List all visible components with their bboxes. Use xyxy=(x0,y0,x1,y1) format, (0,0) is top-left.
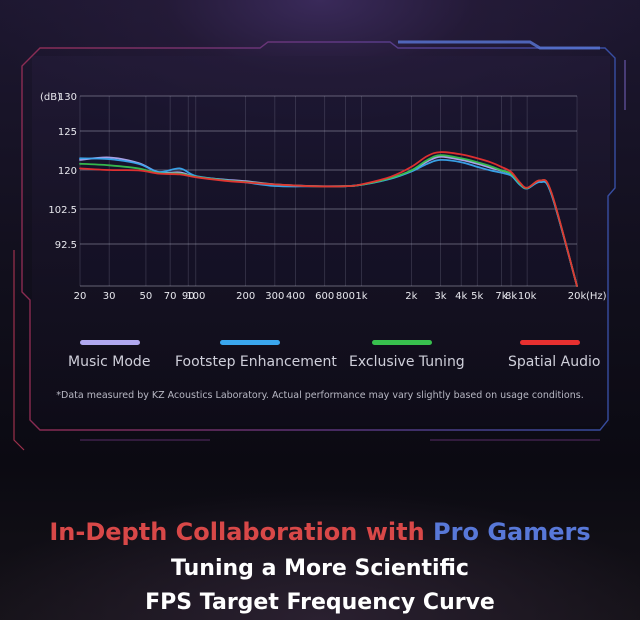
panel-fill xyxy=(32,56,610,426)
frame-left-accent xyxy=(13,250,25,451)
y-tick-label: 102.5 xyxy=(48,205,77,216)
x-tick-label: 800 xyxy=(336,291,355,302)
headline-part-1: In-Depth Collaboration with xyxy=(49,518,434,546)
frame-outline xyxy=(21,41,616,431)
series-spatial-audio xyxy=(79,151,578,287)
legend-label-footstep: Footstep Enhancement xyxy=(175,354,337,370)
x-tick-label: 200 xyxy=(236,291,255,302)
subtitle-line-1: Tuning a More Scientific xyxy=(171,556,469,581)
x-tick-label: 300 xyxy=(265,291,284,302)
x-tick-label: 600 xyxy=(315,291,334,302)
legend-label-exclusive: Exclusive Tuning xyxy=(349,354,465,370)
y-axis-unit: (dB) xyxy=(40,92,61,103)
y-tick-label: 120 xyxy=(58,166,77,177)
x-tick-label: 100 xyxy=(186,291,205,302)
footnote: *Data measured by KZ Acoustics Laborator… xyxy=(56,390,584,401)
legend-swatch-footstep xyxy=(220,340,280,345)
x-tick-label: 90 xyxy=(182,291,195,302)
frame-top-accent xyxy=(398,40,600,50)
x-tick-label: 3k xyxy=(434,291,446,302)
x-tick-label: 400 xyxy=(286,291,305,302)
x-tick-label: 8k xyxy=(505,291,517,302)
x-tick-label: 20 xyxy=(74,291,87,302)
x-tick-label: 70 xyxy=(164,291,177,302)
x-axis-unit: (Hz) xyxy=(586,291,607,302)
headline-part-2: Pro Gamers xyxy=(433,518,591,546)
plot-area xyxy=(80,96,577,286)
x-tick-label: 30 xyxy=(103,291,116,302)
x-tick-label: 5k xyxy=(471,291,483,302)
legend-swatch-music-mode xyxy=(80,340,140,345)
x-tick-label: 7k xyxy=(495,291,507,302)
x-tick-label: 10k xyxy=(518,291,537,302)
legend-swatch-exclusive xyxy=(372,340,432,345)
y-tick-label: 125 xyxy=(58,127,77,138)
x-tick-label: 4k xyxy=(455,291,467,302)
headline: In-Depth Collaboration with Pro Gamers xyxy=(0,518,640,546)
x-tick-label: 2k xyxy=(405,291,417,302)
x-tick-label: 50 xyxy=(140,291,153,302)
legend-swatch-spatial xyxy=(520,340,580,345)
subtitle-line-2: FPS Target Frequency Curve xyxy=(145,590,495,615)
x-tick-label: 20k xyxy=(568,291,587,302)
y-tick-label: 92.5 xyxy=(55,240,77,251)
x-tick-label: 1k xyxy=(355,291,367,302)
legend-label-music-mode: Music Mode xyxy=(68,354,151,370)
y-tick-label: 130 xyxy=(58,92,77,103)
legend-label-spatial: Spatial Audio xyxy=(508,354,601,370)
